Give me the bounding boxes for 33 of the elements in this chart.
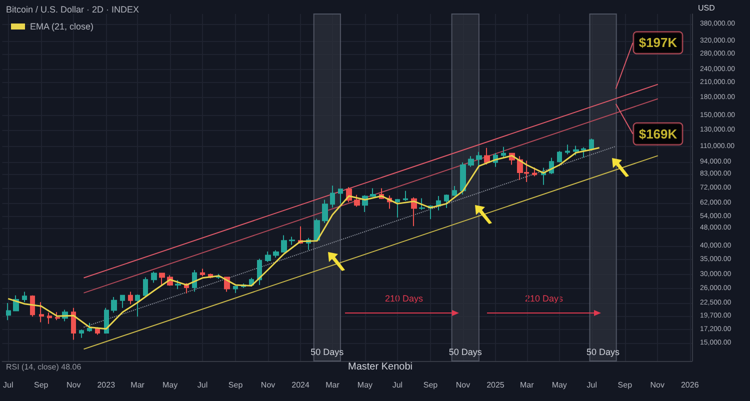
x-tick-label: Mar bbox=[326, 380, 340, 390]
band-label: 50 Days bbox=[448, 347, 482, 357]
band-label: 50 Days bbox=[310, 347, 344, 357]
x-tick-label: Mar bbox=[130, 380, 145, 390]
x-tick-label: 2026 bbox=[680, 380, 700, 390]
x-tick-label: 2024 bbox=[292, 380, 310, 390]
x-tick-label: Nov bbox=[260, 380, 276, 390]
x-tick-label: May bbox=[552, 380, 567, 390]
y-axis-title: USD bbox=[698, 4, 716, 12]
x-tick-label: Nov bbox=[650, 380, 664, 390]
x-tick-label: May bbox=[162, 380, 178, 390]
x-tick-label: 2023 bbox=[97, 380, 116, 390]
x-tick-label: Sep bbox=[228, 380, 244, 390]
annotation: $197K bbox=[638, 35, 678, 50]
x-tick-label: Sep bbox=[34, 380, 49, 390]
x-tick-label: 2025 bbox=[486, 380, 505, 390]
x-tick-label: Jul bbox=[197, 380, 208, 390]
x-tick-label: Jul bbox=[586, 380, 598, 390]
band-label: 50 Days bbox=[586, 347, 620, 357]
x-tick-label: May bbox=[357, 380, 373, 390]
x-tick-label: Nov bbox=[66, 380, 81, 390]
x-tick-label: Jul bbox=[2, 380, 14, 390]
legend-label: EMA (21, close) bbox=[30, 22, 94, 32]
x-tick-label: Jul bbox=[392, 380, 403, 390]
x-tick-label: Nov bbox=[456, 380, 470, 390]
text: Master Kenobi bbox=[348, 362, 412, 372]
x-tick-label: Sep bbox=[423, 380, 438, 390]
x-tick-label: Mar bbox=[520, 380, 534, 390]
chart-title: Bitcoin / U.S. Dollar · 2D · INDEX bbox=[6, 4, 140, 14]
annotation: 210 Days bbox=[385, 294, 424, 304]
text: RSI (14, close) 48.06 bbox=[6, 362, 82, 372]
x-tick-label: Sep bbox=[618, 380, 633, 390]
annotation: $169K bbox=[638, 126, 678, 142]
